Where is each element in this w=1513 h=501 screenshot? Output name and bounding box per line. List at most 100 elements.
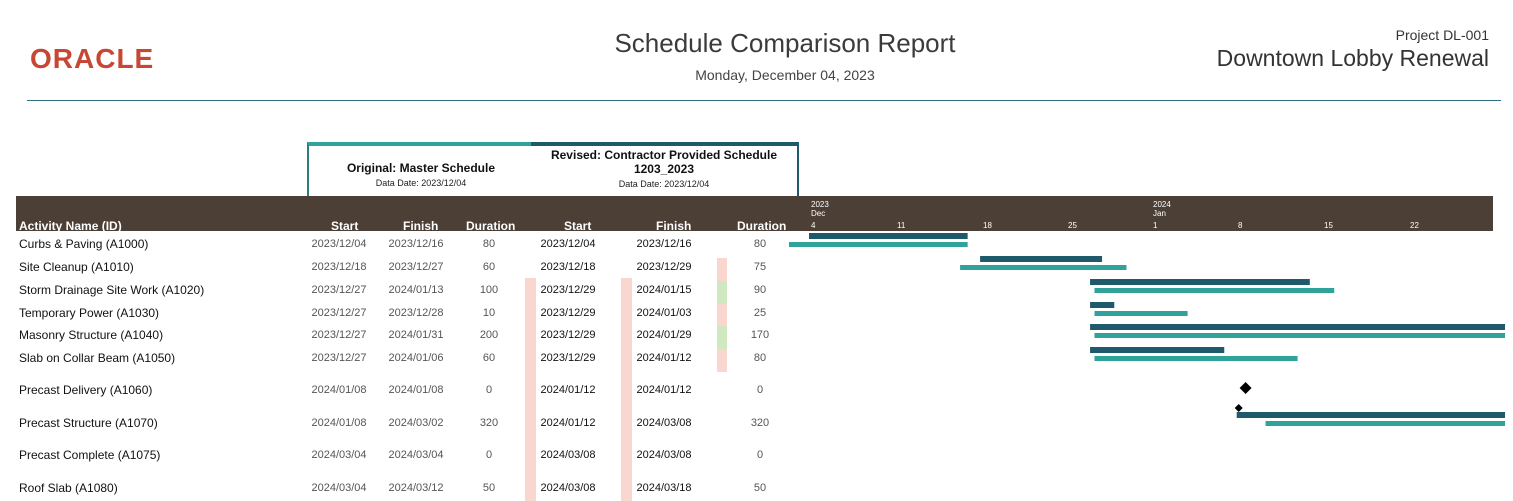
- header-divider: [27, 100, 1501, 101]
- orig-start-cell: 2023/12/27: [311, 352, 367, 364]
- table-header-bar: [16, 196, 1493, 231]
- orig-duration-cell: 60: [482, 352, 496, 364]
- milestone-revised: [1234, 404, 1243, 412]
- duration-change-highlight: [717, 281, 727, 304]
- col-orig-start[interactable]: Start: [331, 219, 359, 233]
- timeline-year-2023: 2023 Dec: [811, 200, 829, 218]
- orig-duration-cell: 200: [479, 329, 499, 341]
- orig-finish-cell: 2024/03/02: [388, 417, 444, 429]
- original-bar: [1090, 347, 1225, 353]
- col-rev-finish[interactable]: Finish: [656, 219, 692, 233]
- rev-finish-cell: 2024/01/29: [636, 329, 692, 341]
- rev-duration-cell: 50: [753, 482, 767, 494]
- orig-finish-cell: 2023/12/28: [388, 307, 444, 319]
- activity-name[interactable]: Masonry Structure (A1040): [19, 328, 164, 342]
- rev-finish-cell: 2023/12/29: [636, 261, 692, 273]
- orig-duration-cell: 80: [482, 238, 496, 250]
- rev-duration-cell: 0: [756, 384, 764, 396]
- timeline-tick: 22: [1410, 221, 1419, 230]
- rev-finish-cell: 2024/01/12: [636, 352, 692, 364]
- activity-name[interactable]: Precast Complete (A1075): [19, 448, 161, 462]
- rev-start-cell: 2023/12/29: [540, 284, 596, 296]
- revised-bar: [789, 242, 968, 247]
- rev-start-cell: 2024/03/08: [540, 449, 596, 461]
- rev-finish-cell: 2024/03/18: [636, 482, 692, 494]
- activity-name[interactable]: Curbs & Paving (A1000): [19, 237, 149, 251]
- original-schedule-title: Original: Master Schedule: [346, 161, 496, 175]
- rev-duration-cell: 25: [753, 307, 767, 319]
- col-orig-finish[interactable]: Finish: [403, 219, 439, 233]
- orig-finish-cell: 2023/12/27: [388, 261, 444, 273]
- rev-start-cell: 2024/01/12: [540, 384, 596, 396]
- timeline-tick: 11: [897, 221, 906, 230]
- revised-schedule-header: Revised: Contractor Provided Schedule 12…: [531, 142, 799, 198]
- rev-finish-cell: 2024/03/08: [636, 449, 692, 461]
- orig-duration-cell: 10: [482, 307, 496, 319]
- activity-name[interactable]: Site Cleanup (A1010): [19, 260, 134, 274]
- timeline-tick: 18: [983, 221, 992, 230]
- activity-name[interactable]: Precast Delivery (A1060): [19, 383, 153, 397]
- revised-bar: [1094, 311, 1188, 316]
- duration-change-highlight: [717, 349, 727, 372]
- orig-duration-cell: 50: [482, 482, 496, 494]
- rev-duration-cell: 320: [750, 417, 770, 429]
- activity-name[interactable]: Slab on Collar Beam (A1050): [19, 351, 176, 365]
- rev-start-cell: 2024/01/12: [540, 417, 596, 429]
- activity-name[interactable]: Storm Drainage Site Work (A1020): [19, 283, 205, 297]
- original-bar: [980, 256, 1103, 262]
- timeline-year-2024: 2024 Jan: [1153, 200, 1171, 218]
- rev-start-cell: 2023/12/29: [540, 352, 596, 364]
- col-orig-duration[interactable]: Duration: [466, 219, 516, 233]
- original-bar: [1090, 279, 1310, 285]
- col-rev-duration[interactable]: Duration: [737, 219, 787, 233]
- rev-finish-cell: 2024/01/03: [636, 307, 692, 319]
- rev-duration-cell: 90: [753, 284, 767, 296]
- original-bar: [1236, 412, 1505, 418]
- revised-data-date: Data Date: 2023/12/04: [618, 179, 710, 189]
- report-title: Schedule Comparison Report: [614, 28, 956, 58]
- orig-duration-cell: 60: [482, 261, 496, 273]
- project-name: Downtown Lobby Renewal: [1216, 45, 1489, 71]
- activity-name[interactable]: Roof Slab (A1080): [19, 481, 118, 495]
- duration-change-highlight: [717, 304, 727, 327]
- orig-start-cell: 2024/03/04: [311, 449, 367, 461]
- revised-schedule-subtitle: 1203_2023: [633, 162, 695, 176]
- revised-bar: [1094, 288, 1335, 293]
- orig-finish-cell: 2024/03/12: [388, 482, 444, 494]
- rev-finish-cell: 2024/03/08: [636, 417, 692, 429]
- rev-duration-cell: 75: [753, 261, 767, 273]
- timeline-tick: 15: [1324, 221, 1333, 230]
- original-schedule-header: Original: Master Schedule Data Date: 202…: [307, 142, 533, 198]
- orig-duration-cell: 0: [485, 449, 493, 461]
- col-activity-name[interactable]: Activity Name (ID): [19, 219, 122, 233]
- duration-change-highlight: [717, 258, 727, 281]
- orig-finish-cell: 2024/01/13: [388, 284, 444, 296]
- rev-finish-cell: 2024/01/12: [636, 384, 692, 396]
- orig-finish-cell: 2023/12/16: [388, 238, 444, 250]
- rev-start-cell: 2024/03/08: [540, 482, 596, 494]
- revised-bar: [1094, 333, 1505, 338]
- activity-name[interactable]: Precast Structure (A1070): [19, 416, 158, 430]
- orig-start-cell: 2024/01/08: [311, 417, 367, 429]
- project-id: Project DL-001: [1395, 27, 1489, 43]
- orig-duration-cell: 0: [485, 384, 493, 396]
- orig-start-cell: 2023/12/27: [311, 307, 367, 319]
- rev-duration-cell: 170: [750, 329, 770, 341]
- revised-finish-delay-highlight: [621, 278, 632, 501]
- orig-start-cell: 2023/12/27: [311, 329, 367, 341]
- orig-start-cell: 2023/12/04: [311, 238, 367, 250]
- rev-duration-cell: 80: [753, 352, 767, 364]
- original-data-date: Data Date: 2023/12/04: [375, 178, 467, 188]
- rev-start-cell: 2023/12/29: [540, 329, 596, 341]
- rev-finish-cell: 2023/12/16: [636, 238, 692, 250]
- orig-duration-cell: 320: [479, 417, 499, 429]
- revised-start-delay-highlight: [525, 278, 536, 501]
- original-bar: [1090, 302, 1115, 308]
- revised-schedule-title: Revised: Contractor Provided Schedule: [550, 148, 778, 162]
- activity-name[interactable]: Temporary Power (A1030): [19, 306, 160, 320]
- orig-start-cell: 2024/01/08: [311, 384, 367, 396]
- col-rev-start[interactable]: Start: [564, 219, 592, 233]
- timeline-tick: 8: [1238, 221, 1243, 230]
- orig-start-cell: 2023/12/18: [311, 261, 367, 273]
